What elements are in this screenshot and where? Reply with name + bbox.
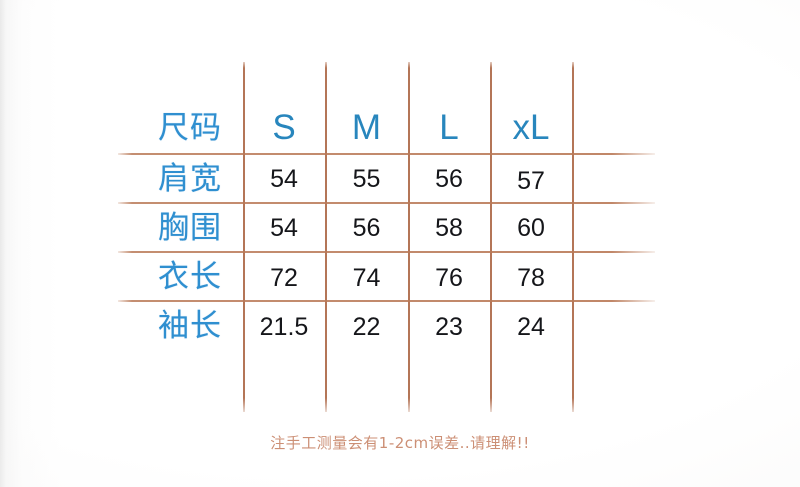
grid-hline-1 bbox=[118, 153, 655, 155]
cell-sleeve-l: 23 bbox=[435, 312, 463, 341]
grid-vline-5 bbox=[572, 62, 574, 412]
header-corner-label: 尺码 bbox=[158, 109, 222, 146]
grid-vline-2 bbox=[325, 62, 327, 412]
cell-sleeve-m: 22 bbox=[352, 312, 381, 341]
cell-length-m: 74 bbox=[352, 263, 381, 292]
size-header-s: S bbox=[272, 107, 296, 147]
grid-vline-3 bbox=[408, 62, 410, 412]
grid-vline-4 bbox=[490, 62, 492, 412]
cell-sleeve-xl: 24 bbox=[517, 312, 545, 341]
cell-shoulder-m: 55 bbox=[352, 164, 381, 193]
grid-hline-3 bbox=[118, 251, 655, 253]
cell-bust-m: 56 bbox=[352, 213, 381, 242]
row-label-length: 衣长 bbox=[158, 258, 222, 295]
cell-length-s: 72 bbox=[270, 263, 298, 292]
grid-hline-4 bbox=[118, 300, 655, 302]
row-label-bust: 胸围 bbox=[158, 209, 222, 246]
row-label-shoulder: 肩宽 bbox=[158, 160, 222, 197]
cell-shoulder-l: 56 bbox=[435, 164, 463, 193]
cell-bust-s: 54 bbox=[270, 213, 298, 242]
grid-vline-1 bbox=[243, 62, 245, 412]
cell-length-l: 76 bbox=[435, 263, 463, 292]
cell-shoulder-xl: 57 bbox=[517, 166, 545, 195]
cell-shoulder-s: 54 bbox=[270, 164, 298, 193]
cell-sleeve-s: 21.5 bbox=[259, 312, 309, 341]
cell-length-xl: 78 bbox=[517, 263, 545, 292]
size-header-m: M bbox=[351, 107, 382, 147]
row-label-sleeve: 袖长 bbox=[158, 307, 222, 344]
grid-hline-2 bbox=[118, 202, 655, 204]
size-header-l: L bbox=[439, 107, 459, 147]
cell-bust-l: 58 bbox=[435, 213, 463, 242]
size-header-xl: xL bbox=[512, 107, 550, 147]
cell-bust-xl: 60 bbox=[517, 213, 545, 242]
measurement-note: 注手工测量会有1-2cm误差..请理解!! bbox=[270, 434, 530, 452]
